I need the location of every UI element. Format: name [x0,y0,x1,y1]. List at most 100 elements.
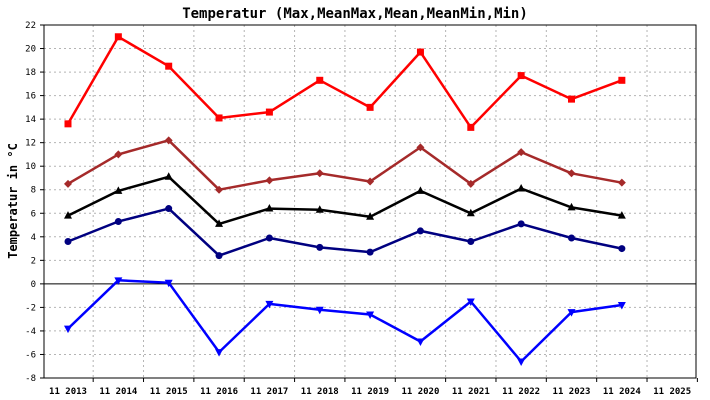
y-tick-label: 12 [25,139,36,149]
series-line-min [67,279,623,363]
series-meanmax [64,136,626,194]
data-point-max [215,114,223,122]
data-point-meanmax [567,169,576,178]
x-tick-label: 11 2021 [452,387,490,397]
data-point-mean [114,186,123,194]
data-point-max [316,76,324,84]
y-axis-label: Temperatur in °C [6,143,20,259]
data-point-meanmax [315,169,324,178]
series-lines [64,33,626,367]
data-point-meanmax [366,177,375,186]
data-point-max [366,103,374,111]
series-min [64,277,626,367]
series-line-mean [67,175,623,226]
grid [44,25,696,378]
data-point-mean [215,219,224,227]
data-point-min [366,311,375,319]
data-point-meanmin [215,252,223,260]
data-point-max [467,123,475,131]
data-point-meanmin [568,234,575,242]
data-point-meanmin [618,245,626,253]
axes: -8 -6 -4 -2 0 2 4 6 8 10 12 14 16 18 20 22 11 2013 11 201… [25,21,698,397]
data-point-min [315,306,324,315]
data-point-mean [416,186,425,194]
data-point-meanmin [316,243,324,251]
x-tick-label: 11 2017 [250,387,288,397]
series-mean [64,172,626,227]
data-point-mean [64,211,72,219]
data-point-meanmax [215,185,224,194]
y-tick-label: 22 [25,21,36,31]
plot-frame [43,24,697,379]
y-tick-label: 8 [31,186,36,196]
series-max [64,33,626,131]
data-point-meanmax [114,150,123,159]
data-point-meanmax [466,179,475,188]
series-meanmin [64,205,626,260]
x-tick-label: 11 2014 [99,387,138,397]
data-point-meanmax [517,148,526,157]
data-point-max [165,62,173,70]
data-point-mean [466,208,475,217]
data-point-meanmin [165,205,173,213]
data-point-meanmin [416,227,424,235]
y-tick-label: -4 [25,327,36,337]
data-point-min [164,279,173,288]
data-point-min [617,302,626,310]
data-point-max [618,76,626,84]
data-point-min [517,358,526,367]
series-line-meanmax [67,139,623,191]
y-tick-label: -6 [25,350,36,360]
data-point-meanmin [517,220,525,228]
y-tick-label: -8 [25,374,36,384]
data-point-min [215,349,224,357]
data-point-min [416,338,425,347]
y-tick-label: 10 [25,162,36,172]
data-point-min [64,325,72,334]
data-point-meanmax [416,143,425,152]
data-point-max [265,108,273,116]
y-tick-label: 4 [31,233,36,243]
series-line-meanmin [67,207,623,257]
data-point-mean [164,172,173,180]
y-tick-label: 2 [31,256,36,266]
x-tick-label: 11 2018 [301,387,339,397]
data-point-meanmin [366,248,374,256]
y-tick-label: -2 [25,303,36,313]
data-point-meanmin [114,218,122,226]
data-point-mean [315,205,324,213]
data-point-meanmax [164,136,173,145]
x-tick-label: 11 2023 [553,387,591,397]
data-point-min [114,277,123,285]
x-tick-label: 11 2013 [49,387,87,397]
x-tick-label: 11 2022 [502,387,540,397]
data-point-mean [265,204,274,212]
data-point-min [265,300,274,309]
y-tick-label: 6 [31,209,36,219]
data-point-mean [567,202,576,211]
y-tick-label: 18 [25,68,36,78]
y-tick-label: 0 [31,280,36,290]
data-point-mean [617,211,626,219]
series-line-max [66,35,623,129]
data-point-max [416,48,424,56]
data-point-meanmin [64,238,72,246]
data-point-meanmin [467,238,475,246]
data-point-meanmax [617,178,626,187]
data-point-mean [366,212,375,220]
x-tick-label: 11 2019 [351,387,389,397]
data-point-max [568,95,575,103]
data-point-min [466,298,475,307]
x-tick-label: 11 2024 [603,387,642,397]
data-point-min [567,309,576,317]
data-point-max [64,120,72,128]
y-tick-label: 14 [25,115,36,125]
data-point-meanmax [265,176,274,185]
x-tick-label: 11 2025 [653,387,691,397]
data-point-meanmax [64,179,72,188]
chart-title: Temperatur (Max,MeanMax,Mean,MeanMin,Min… [182,6,528,22]
data-point-max [114,33,122,41]
data-point-meanmin [265,234,273,242]
x-tick-label: 11 2020 [401,387,439,397]
